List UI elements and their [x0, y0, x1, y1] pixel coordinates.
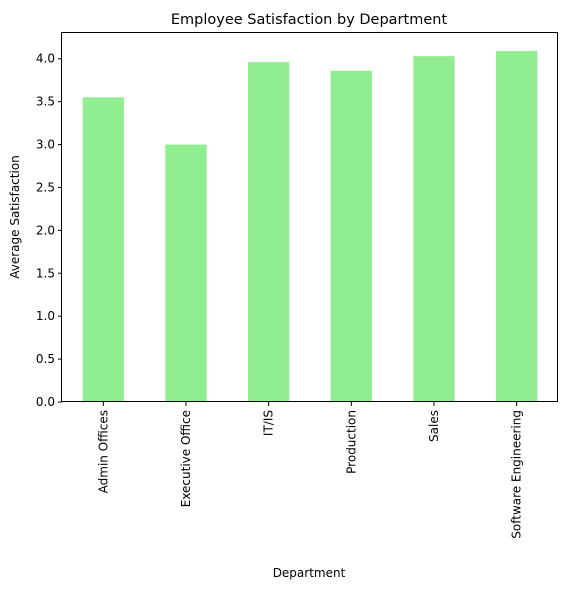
x-tick-label: Production: [344, 410, 358, 474]
y-tick-label: 0.0: [36, 395, 55, 409]
plot-frame: [61, 32, 558, 402]
y-tick-label: 0.5: [36, 352, 55, 366]
y-tick-label: 1.5: [36, 266, 55, 280]
x-tick-label: Executive Office: [179, 410, 193, 507]
x-tick-label: IT/IS: [262, 410, 276, 436]
bar-executive-office: [165, 144, 207, 402]
y-tick-label: 3.0: [36, 138, 55, 152]
x-axis: Admin Offices Executive Office IT/IS Produc…: [96, 402, 524, 539]
y-axis-label: Average Satisfaction: [8, 155, 22, 279]
y-tick-label: 2.0: [36, 223, 55, 237]
x-tick-label: Software Engineering: [510, 410, 524, 539]
y-axis: 0.0 0.5 1.0 1.5 2.0 2.5 3.0 3.5 4.0: [36, 52, 62, 409]
x-tick-label: Admin Offices: [96, 410, 110, 493]
x-axis-label: Department: [273, 566, 346, 580]
y-tick-label: 2.5: [36, 180, 55, 194]
bar-sales: [413, 56, 455, 402]
bar-software-engineering: [496, 51, 538, 402]
bar-it-is: [248, 62, 290, 402]
y-tick-label: 1.0: [36, 309, 55, 323]
bar-admin-offices: [82, 97, 124, 402]
y-tick-label: 3.5: [36, 95, 55, 109]
y-tick-label: 4.0: [36, 52, 55, 66]
bar-production: [330, 70, 372, 402]
x-tick-label: Sales: [427, 410, 441, 442]
bars-layer: [82, 51, 538, 402]
chart-title: Employee Satisfaction by Department: [171, 12, 448, 28]
